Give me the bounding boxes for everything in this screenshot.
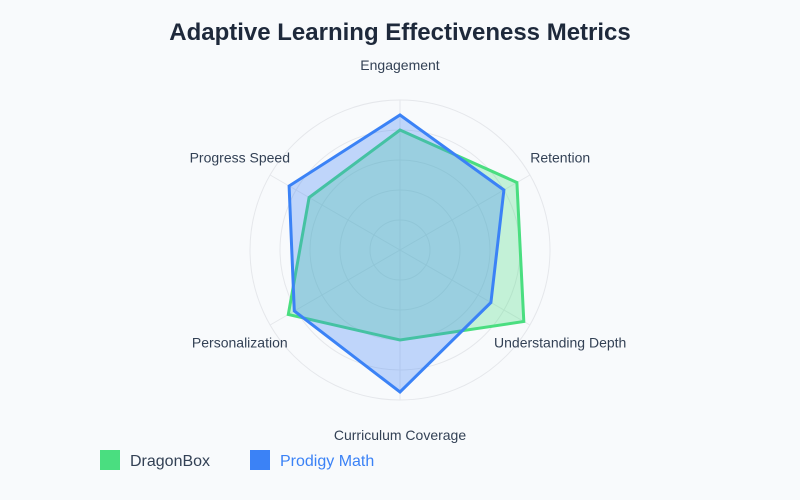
- axis-labels: Engagement Retention Understanding Depth Cu…: [190, 57, 627, 443]
- series-1-area: [286, 128, 526, 342]
- axis-spoke-2: [399, 249, 531, 326]
- legend-label-1: DragonBox: [130, 453, 210, 470]
- axis-label-engagement: Engagement: [360, 57, 440, 73]
- legend-swatch-2: [250, 450, 270, 470]
- axis-label-curriculum-coverage: Curriculum Coverage: [334, 427, 466, 443]
- axis-label-retention: Retention: [530, 150, 590, 166]
- axis-spoke-5: [269, 174, 401, 251]
- radar-series: [286, 113, 526, 394]
- axis-label-understanding-depth: Understanding Depth: [494, 335, 626, 351]
- legend-swatch-1: [100, 450, 120, 470]
- axis-spoke-4: [269, 249, 401, 326]
- chart-title: Adaptive Learning Effectiveness Metrics: [169, 19, 630, 46]
- series-2-area: [287, 113, 506, 394]
- axis-label-personalization: Personalization: [192, 335, 288, 351]
- axis-spoke-1: [399, 174, 531, 251]
- legend-label-2: Prodigy Math: [280, 453, 374, 470]
- legend: DragonBox Prodigy Math: [100, 450, 374, 470]
- axis-label-progress-speed: Progress Speed: [190, 150, 290, 166]
